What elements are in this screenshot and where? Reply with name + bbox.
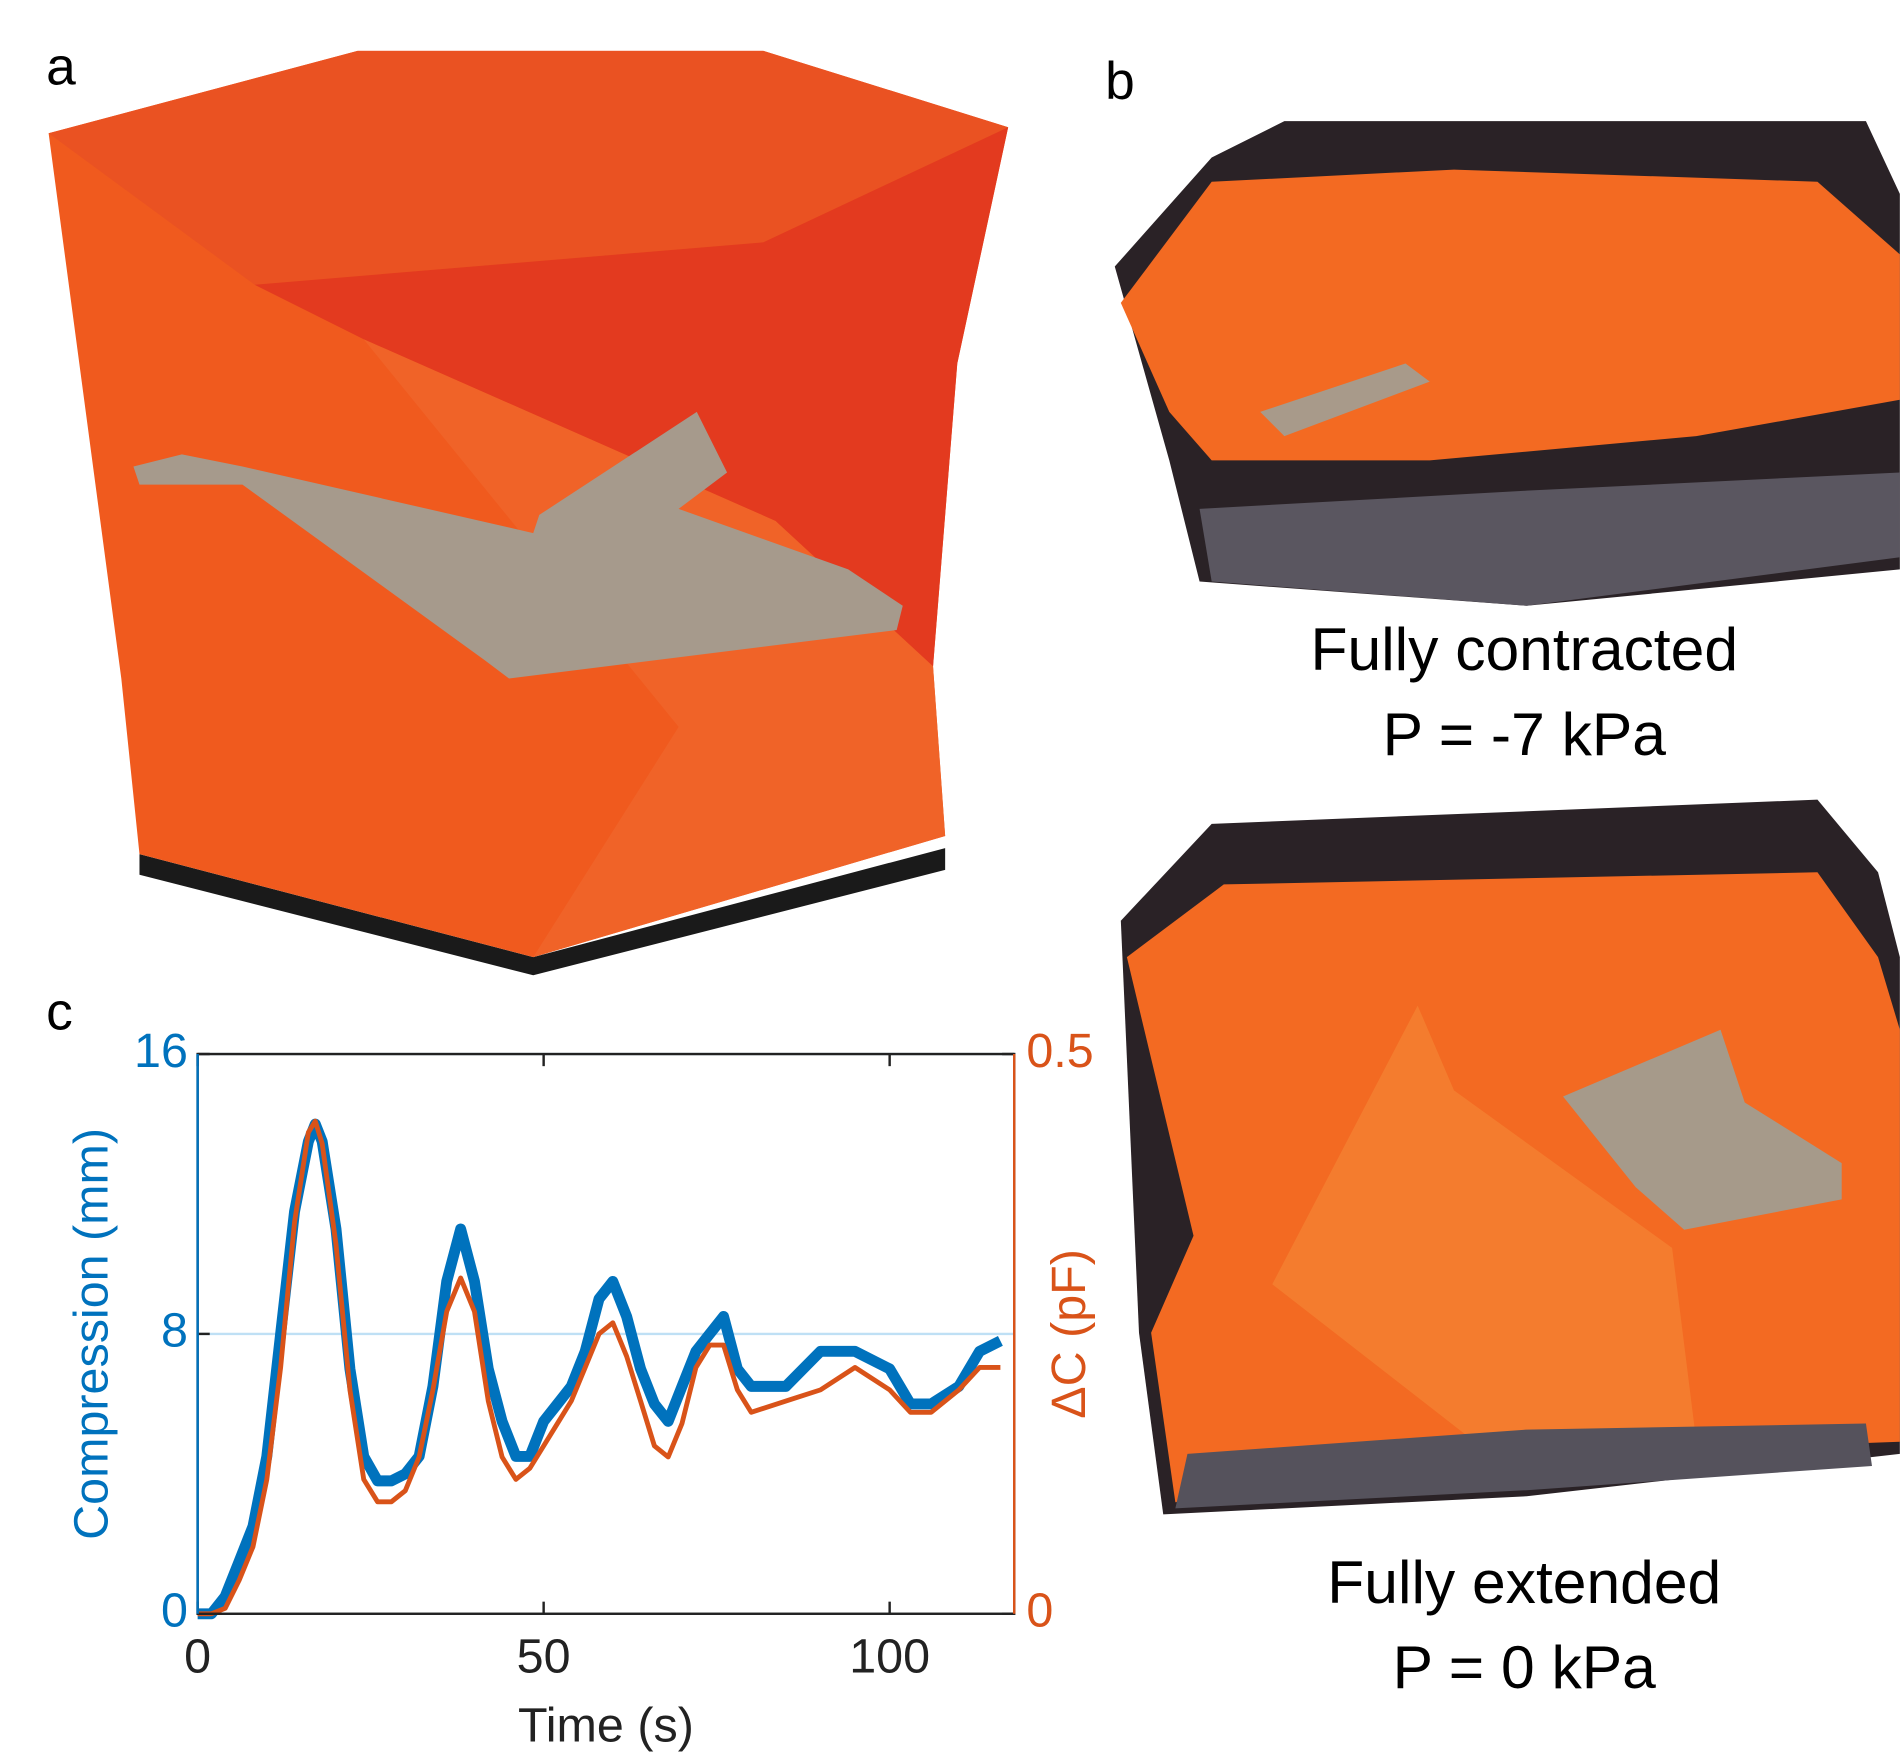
photo-b-top <box>1115 121 1900 606</box>
panel-label: a <box>46 37 76 96</box>
photo-a <box>49 51 1009 975</box>
x-tick-label: 50 <box>517 1630 571 1684</box>
x-tick-label: 0 <box>184 1630 211 1684</box>
data-line <box>198 1124 1001 1614</box>
y-tick-label: 16 <box>134 1024 188 1078</box>
y2-axis-label: ΔC (pF) <box>1042 1249 1096 1419</box>
photo-b-bottom <box>1121 800 1900 1515</box>
x-axis-label: Time (s) <box>518 1699 694 1753</box>
caption: Fully contracted <box>1311 615 1739 683</box>
caption: P = -7 kPa <box>1383 700 1667 768</box>
y2-tick-label: 0 <box>1026 1584 1053 1638</box>
caption: Fully extended <box>1327 1548 1721 1616</box>
page: {"panels": { "a": {"label": "a"}, "b": {… <box>0 0 1900 1764</box>
y-tick-label: 8 <box>161 1304 188 1358</box>
panel-label: b <box>1105 52 1135 111</box>
panel-label: c <box>46 982 73 1041</box>
y-axis-label: Compression (mm) <box>64 1128 118 1540</box>
figure: a b c Fully contracted P = -7 kPa Fully … <box>0 0 1900 1764</box>
caption: P = 0 kPa <box>1393 1633 1657 1701</box>
x-tick-label: 100 <box>849 1630 930 1684</box>
y2-tick-label: 0.5 <box>1026 1024 1093 1078</box>
